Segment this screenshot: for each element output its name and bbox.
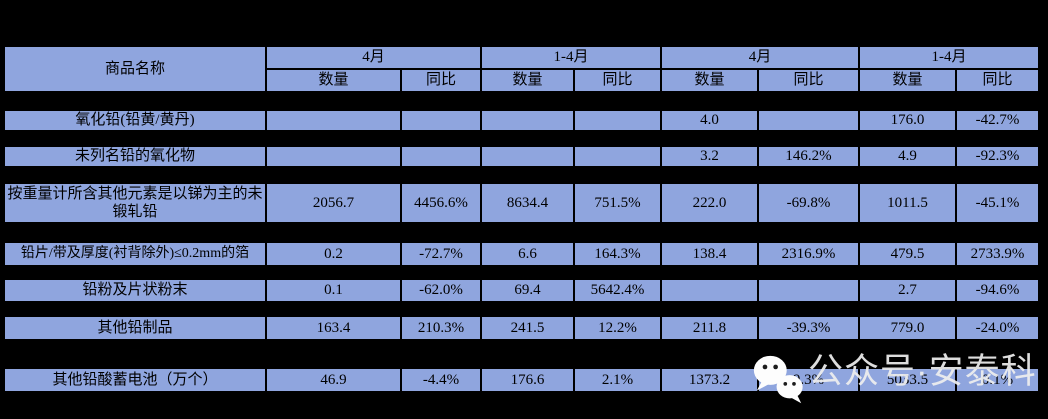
header-yoy: 同比 (955, 70, 1038, 91)
value-cell: 138.4 (660, 243, 757, 265)
header-quantity: 数量 (265, 70, 400, 91)
header-group-jan-april-1: 1-4月 (480, 47, 660, 70)
product-name-cell: 氧化铅(铅黄/黄丹) (5, 111, 265, 130)
value-cell: 779.0 (858, 317, 955, 339)
header-quantity: 数量 (858, 70, 955, 91)
value-cell: -45.1% (955, 184, 1038, 222)
header-quantity: 数量 (660, 70, 757, 91)
value-cell (265, 111, 400, 130)
header-group-april-1: 4月 (265, 47, 480, 70)
table-row: 未列名铅的氧化物 3.2 146.2% 4.9 -92.3% (5, 147, 1038, 166)
value-cell: 146.2% (757, 147, 858, 166)
value-cell (757, 280, 858, 301)
table-row: 铅片/带及厚度(衬背除外)≤0.2mm的箔 0.2 -72.7% 6.6 164… (5, 243, 1038, 265)
value-cell: 163.4 (265, 317, 400, 339)
header-sub-row: 数量 同比 数量 同比 数量 同比 数量 同比 (265, 70, 1038, 91)
value-cell: -92.3% (955, 147, 1038, 166)
value-cell (573, 111, 660, 130)
product-name-cell: 按重量计所含其他元素是以锑为主的未锻轧铅 (5, 184, 265, 222)
value-cell: 211.8 (660, 317, 757, 339)
value-cell (757, 111, 858, 130)
value-cell: 12.2% (573, 317, 660, 339)
header-quantity: 数量 (480, 70, 573, 91)
value-cell: 4.9 (858, 147, 955, 166)
value-cell: -4.4% (400, 369, 480, 391)
value-cell: 176.0 (858, 111, 955, 130)
value-cell: 3.2 (660, 147, 757, 166)
value-cell: -69.8% (757, 184, 858, 222)
header-group-row: 4月 1-4月 4月 1-4月 (265, 47, 1038, 70)
value-cell: -62.0% (400, 280, 480, 301)
wechat-icon (753, 355, 803, 404)
value-cell: -42.7% (955, 111, 1038, 130)
value-cell: 241.5 (480, 317, 573, 339)
value-cell (480, 111, 573, 130)
table-row: 其他铅制品 163.4 210.3% 241.5 12.2% 211.8 -39… (5, 317, 1038, 339)
value-cell: 164.3% (573, 243, 660, 265)
product-name-cell: 铅片/带及厚度(衬背除外)≤0.2mm的箔 (5, 243, 265, 265)
value-cell: -72.7% (400, 243, 480, 265)
value-cell: 2.1% (573, 369, 660, 391)
header-yoy: 同比 (757, 70, 858, 91)
value-cell: 5642.4% (573, 280, 660, 301)
header-group-jan-april-2: 1-4月 (858, 47, 1038, 70)
product-name-cell: 其他铅制品 (5, 317, 265, 339)
value-cell: -39.3% (757, 317, 858, 339)
value-cell: -24.0% (955, 317, 1038, 339)
value-cell: 2.7 (858, 280, 955, 301)
watermark: 公众号·安泰科 (750, 348, 1037, 406)
value-cell: 222.0 (660, 184, 757, 222)
value-cell: 4.0 (660, 111, 757, 130)
table-row: 铅粉及片状粉末 0.1 -62.0% 69.4 5642.4% 2.7 -94.… (5, 280, 1038, 301)
value-cell: 1011.5 (858, 184, 955, 222)
header-yoy: 同比 (400, 70, 480, 91)
value-cell: 4456.6% (400, 184, 480, 222)
table-row: 按重量计所含其他元素是以锑为主的未锻轧铅 2056.7 4456.6% 8634… (5, 184, 1038, 222)
value-cell: 0.2 (265, 243, 400, 265)
value-cell (573, 147, 660, 166)
value-cell: -94.6% (955, 280, 1038, 301)
watermark-text: 公众号·安泰科 (808, 352, 1037, 391)
value-cell: 2316.9% (757, 243, 858, 265)
header-group-april-2: 4月 (660, 47, 858, 70)
value-cell: 46.9 (265, 369, 400, 391)
value-cell: 69.4 (480, 280, 573, 301)
value-cell (400, 147, 480, 166)
table-header: 商品名称 4月 1-4月 4月 1-4月 数量 同比 数量 同比 数量 同比 数… (5, 47, 1038, 91)
value-cell: 210.3% (400, 317, 480, 339)
value-cell: 8634.4 (480, 184, 573, 222)
header-yoy: 同比 (573, 70, 660, 91)
value-cell: 479.5 (858, 243, 955, 265)
product-name-cell: 铅粉及片状粉末 (5, 280, 265, 301)
value-cell: 0.1% (955, 369, 1038, 391)
value-cell: 2733.9% (955, 243, 1038, 265)
product-name-cell: 其他铅酸蓄电池（万个） (5, 369, 265, 391)
value-cell (480, 147, 573, 166)
product-name-cell: 未列名铅的氧化物 (5, 147, 265, 166)
value-cell: 1373.2 (660, 369, 757, 391)
value-cell: 6.6 (480, 243, 573, 265)
table-row: 氧化铅(铅黄/黄丹) 4.0 176.0 -42.7% (5, 111, 1038, 130)
value-cell: 2056.7 (265, 184, 400, 222)
value-cell: 176.6 (480, 369, 573, 391)
value-cell (400, 111, 480, 130)
value-cell (265, 147, 400, 166)
value-cell (660, 280, 757, 301)
value-cell: 0.1 (265, 280, 400, 301)
value-cell: 5033.5 (858, 369, 955, 391)
value-cell: 751.5% (573, 184, 660, 222)
header-right: 4月 1-4月 4月 1-4月 数量 同比 数量 同比 数量 同比 数量 同比 (265, 47, 1038, 91)
product-name-header: 商品名称 (5, 47, 265, 91)
